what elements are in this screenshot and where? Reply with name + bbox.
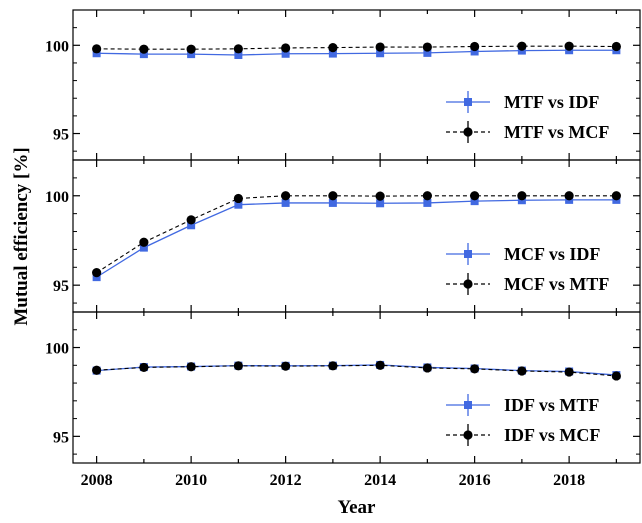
data-point xyxy=(186,362,196,372)
legend-marker xyxy=(463,127,473,137)
data-point xyxy=(328,191,338,201)
data-point xyxy=(470,41,480,52)
data-point xyxy=(375,360,385,370)
data-point xyxy=(92,44,102,54)
data-point xyxy=(187,221,196,230)
legend-item: MTF vs MCF xyxy=(446,121,609,143)
legend-item: MTF vs IDF xyxy=(446,91,599,113)
data-point xyxy=(139,243,148,252)
y-tick-label: 95 xyxy=(53,127,69,144)
data-point xyxy=(92,268,102,278)
legend-item: IDF vs MTF xyxy=(446,394,599,416)
data-point xyxy=(328,198,337,207)
legend-marker xyxy=(464,401,472,409)
y-axis-title: Mutual efficiency [%] xyxy=(11,147,32,325)
y-tick-label: 100 xyxy=(45,341,69,358)
series-line xyxy=(96,49,617,56)
data-point xyxy=(281,43,291,53)
data-point xyxy=(470,197,479,206)
series-line xyxy=(96,195,617,274)
data-point xyxy=(422,42,432,52)
data-point xyxy=(139,44,149,54)
data-point xyxy=(233,361,243,371)
data-point xyxy=(281,198,290,207)
data-point xyxy=(234,200,243,209)
data-point xyxy=(139,237,149,247)
legend-marker xyxy=(464,98,472,106)
data-point xyxy=(422,363,432,373)
data-point xyxy=(423,198,432,207)
data-point xyxy=(564,191,574,201)
data-point xyxy=(376,199,385,208)
data-point xyxy=(139,362,149,373)
data-point xyxy=(187,50,196,59)
y-tick-label: 100 xyxy=(45,189,69,206)
legend-label: IDF vs MTF xyxy=(504,395,599,415)
x-tick-label: 2014 xyxy=(364,472,396,489)
legend-label: MCF vs IDF xyxy=(504,244,600,264)
x-tick-label: 2012 xyxy=(270,472,302,489)
data-point xyxy=(281,361,291,371)
data-point xyxy=(233,193,243,204)
data-point xyxy=(234,51,243,59)
data-point xyxy=(422,191,432,201)
data-point xyxy=(517,41,527,51)
x-axis-title: Year xyxy=(338,497,377,518)
series-line xyxy=(96,199,617,278)
y-tick-label: 100 xyxy=(45,38,69,55)
x-tick-label: 2008 xyxy=(81,472,113,489)
legend-item: MCF vs IDF xyxy=(446,243,600,265)
x-tick-label: 2016 xyxy=(459,472,491,489)
series-line xyxy=(96,364,617,377)
y-tick-label: 95 xyxy=(53,278,69,295)
data-point xyxy=(186,215,196,225)
legend-marker xyxy=(463,430,473,440)
panel-2: 95 100 MCF vs IDF MCF vs MTF xyxy=(45,159,641,313)
data-point xyxy=(375,42,385,52)
legend-item: IDF vs MCF xyxy=(446,424,600,446)
data-point xyxy=(423,48,432,57)
data-point xyxy=(375,191,385,201)
legend-label: MTF vs MCF xyxy=(504,122,609,142)
legend-marker xyxy=(463,279,473,289)
panel-frame xyxy=(72,311,641,464)
data-point xyxy=(281,49,290,58)
legend-label: MTF vs IDF xyxy=(504,92,599,112)
data-point xyxy=(564,41,574,51)
data-point xyxy=(611,191,621,201)
data-point xyxy=(328,361,338,371)
data-point xyxy=(611,371,621,381)
data-point xyxy=(564,367,574,377)
data-point xyxy=(470,191,480,201)
x-tick-label: 2018 xyxy=(553,472,585,489)
legend-marker xyxy=(464,250,472,258)
data-point xyxy=(470,364,480,374)
data-point xyxy=(328,42,338,53)
data-point xyxy=(517,366,527,376)
panel-3: 95 100 IDF vs MTF IDF vs MCF xyxy=(45,311,641,464)
data-point xyxy=(186,44,196,54)
x-tick-label: 2010 xyxy=(175,472,207,489)
data-point xyxy=(328,49,337,58)
data-point xyxy=(517,191,527,201)
data-point xyxy=(233,44,243,54)
y-tick-label: 95 xyxy=(53,429,69,446)
panel-1: 95 100 MTF vs IDF MTF vs MCF xyxy=(45,9,641,161)
data-point xyxy=(92,365,102,375)
legend-label: IDF vs MCF xyxy=(504,425,600,445)
data-point xyxy=(470,47,479,56)
legend-label: MCF vs MTF xyxy=(504,274,609,294)
data-point xyxy=(376,49,385,58)
series-line xyxy=(96,45,617,50)
legend-item: MCF vs MTF xyxy=(446,273,609,295)
data-point xyxy=(139,50,148,59)
data-point xyxy=(611,41,621,52)
data-point xyxy=(281,191,291,201)
